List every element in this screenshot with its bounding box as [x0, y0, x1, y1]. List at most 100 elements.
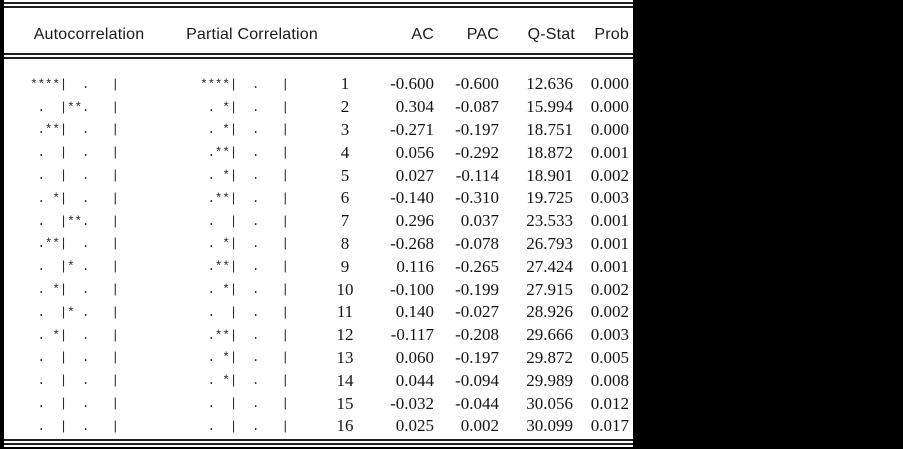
lag-cell: 16 — [336, 416, 354, 436]
table-row: . | . | . | . | 15 -0.032 -0.044 30.056 0.012 — [4, 392, 633, 415]
qstat-value-cell: 18.901 — [526, 165, 573, 185]
prob-value-cell: 0.000 — [590, 97, 629, 117]
pac-value-cell: -0.197 — [455, 347, 499, 367]
ac-value-cell: 0.140 — [395, 302, 434, 322]
table-row: . | . | . *| . | 14 0.044 -0.094 29.989 0.008 — [4, 369, 633, 392]
lag-cell: 12 — [336, 325, 354, 345]
pac-value-cell: -0.114 — [455, 165, 499, 185]
ac-bar-cell: . | . | — [30, 145, 119, 161]
prob-value-cell: 0.003 — [590, 188, 629, 208]
bottom-double-rule — [4, 439, 633, 445]
prob-value-cell: 0.001 — [590, 256, 629, 276]
pac-value-cell: -0.310 — [455, 188, 499, 208]
prob-value-cell: 0.002 — [590, 279, 629, 299]
qstat-value-cell: 23.533 — [526, 211, 573, 231]
lag-cell: 9 — [340, 256, 350, 276]
prob-value-cell: 0.003 — [590, 325, 629, 345]
ac-bar-cell: . *| . | — [30, 282, 119, 298]
prob-value-cell: 0.002 — [590, 302, 629, 322]
header-double-rule — [4, 53, 633, 59]
pac-bar-cell: . *| . | — [200, 373, 289, 389]
pac-bar-cell: . *| . | — [200, 99, 289, 115]
ac-bar-cell: . | . | — [30, 418, 119, 434]
lag-cell: 4 — [340, 142, 350, 162]
pac-bar-cell: . *| . | — [200, 282, 289, 298]
qstat-value-cell: 12.636 — [526, 74, 573, 94]
prob-value-cell: 0.008 — [590, 370, 629, 390]
table-body: ****| . | ****| . | 1 -0.600 -0.600 12.636 0.0… — [4, 73, 633, 438]
prob-value-cell: 0.000 — [590, 119, 629, 139]
qstat-value-cell: 29.666 — [526, 325, 573, 345]
ac-bar-cell: . | . | — [30, 168, 119, 184]
ac-value-cell: 0.060 — [395, 347, 434, 367]
ac-bar-cell: . |**. | — [30, 99, 119, 115]
ac-value-cell: -0.140 — [390, 188, 434, 208]
ac-bar-cell: . |* . | — [30, 304, 119, 320]
prob-value-cell: 0.017 — [590, 416, 629, 436]
lag-cell: 3 — [340, 119, 350, 139]
pac-bar-cell: . *| . | — [200, 350, 289, 366]
ac-bar-cell: .**| . | — [30, 122, 119, 138]
pac-value-cell: -0.197 — [455, 119, 499, 139]
table-row: ****| . | ****| . | 1 -0.600 -0.600 12.636 0.0… — [4, 73, 633, 96]
lag-cell: 5 — [340, 165, 350, 185]
ac-value-cell: 0.044 — [395, 370, 434, 390]
ac-bar-cell: . | . | — [30, 373, 119, 389]
lag-cell: 14 — [336, 370, 354, 390]
pac-bar-cell: .**| . | — [200, 145, 289, 161]
qstat-value-cell: 30.099 — [526, 416, 573, 436]
header-partial-correlation: Partial Correlation — [186, 26, 318, 43]
correlogram-table: Autocorrelation Partial Correlation AC P… — [4, 0, 633, 447]
ac-bar-cell: . | . | — [30, 350, 119, 366]
ac-bar-cell: .**| . | — [30, 236, 119, 252]
ac-value-cell: 0.304 — [395, 97, 434, 117]
table-row: . |**. | . | . | 7 0.296 0.037 23.533 0.001 — [4, 210, 633, 233]
pac-value-cell: -0.027 — [455, 302, 499, 322]
pac-value-cell: 0.037 — [460, 211, 499, 231]
table-row: . *| . | . *| . | 10 -0.100 -0.199 27.915 0.0… — [4, 278, 633, 301]
pac-value-cell: -0.600 — [455, 74, 499, 94]
table-row: . | . | .**| . | 4 0.056 -0.292 18.872 0.001 — [4, 141, 633, 164]
lag-cell: 1 — [340, 74, 350, 94]
table-row: . | . | . *| . | 5 0.027 -0.114 18.901 0.002 — [4, 164, 633, 187]
table-header-row: Autocorrelation Partial Correlation AC P… — [4, 9, 633, 53]
pac-bar-cell: . | . | — [200, 418, 289, 434]
table-row: . |* . | . | . | 11 0.140 -0.027 28.926 0.002 — [4, 301, 633, 324]
pac-value-cell: -0.094 — [455, 370, 499, 390]
table-row: .**| . | . *| . | 8 -0.268 -0.078 26.793 0.00… — [4, 233, 633, 256]
ac-value-cell: 0.296 — [395, 211, 434, 231]
pac-value-cell: -0.078 — [455, 233, 499, 253]
ac-value-cell: 0.056 — [395, 142, 434, 162]
ac-value-cell: 0.027 — [395, 165, 434, 185]
ac-bar-cell: . |**. | — [30, 213, 119, 229]
prob-value-cell: 0.000 — [590, 74, 629, 94]
ac-value-cell: -0.117 — [390, 325, 434, 345]
lag-cell: 7 — [340, 211, 350, 231]
pac-value-cell: -0.292 — [455, 142, 499, 162]
qstat-value-cell: 19.725 — [526, 188, 573, 208]
lag-cell: 6 — [340, 188, 350, 208]
ac-bar-cell: ****| . | — [30, 76, 119, 92]
pac-bar-cell: ****| . | — [200, 76, 289, 92]
ac-bar-cell: . *| . | — [30, 190, 119, 206]
pac-value-cell: -0.044 — [455, 393, 499, 413]
prob-value-cell: 0.012 — [590, 393, 629, 413]
qstat-value-cell: 29.989 — [526, 370, 573, 390]
pac-bar-cell: . | . | — [200, 396, 289, 412]
lag-cell: 10 — [336, 279, 354, 299]
table-row: . |* . | .**| . | 9 0.116 -0.265 27.424 0.001 — [4, 255, 633, 278]
lag-cell: 11 — [336, 302, 354, 322]
table-row: . |**. | . *| . | 2 0.304 -0.087 15.994 0.000 — [4, 96, 633, 119]
lag-cell: 15 — [336, 393, 354, 413]
pac-bar-cell: . *| . | — [200, 236, 289, 252]
pac-bar-cell: .**| . | — [200, 259, 289, 275]
qstat-value-cell: 28.926 — [526, 302, 573, 322]
pac-bar-cell: . *| . | — [200, 122, 289, 138]
qstat-value-cell: 18.872 — [526, 142, 573, 162]
ac-bar-cell: . |* . | — [30, 259, 119, 275]
prob-value-cell: 0.001 — [590, 142, 629, 162]
qstat-value-cell: 27.915 — [526, 279, 573, 299]
prob-value-cell: 0.001 — [590, 233, 629, 253]
prob-value-cell: 0.001 — [590, 211, 629, 231]
